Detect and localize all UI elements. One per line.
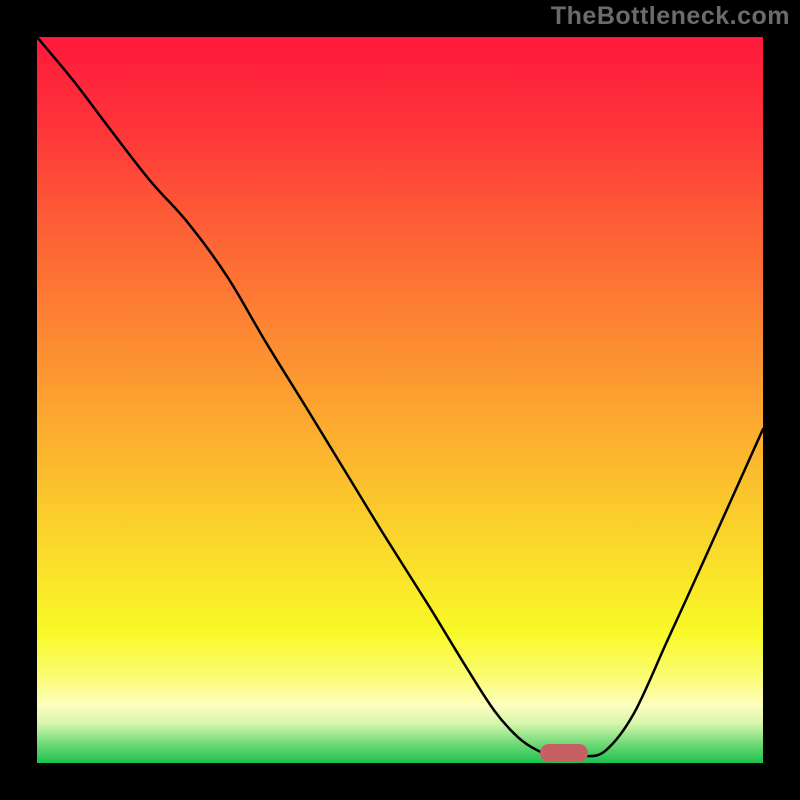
plot-area	[37, 37, 763, 763]
watermark-text: TheBottleneck.com	[551, 2, 790, 31]
chart-container: TheBottleneck.com	[0, 0, 800, 800]
bottleneck-curve	[37, 37, 763, 763]
optimal-marker	[540, 744, 588, 762]
